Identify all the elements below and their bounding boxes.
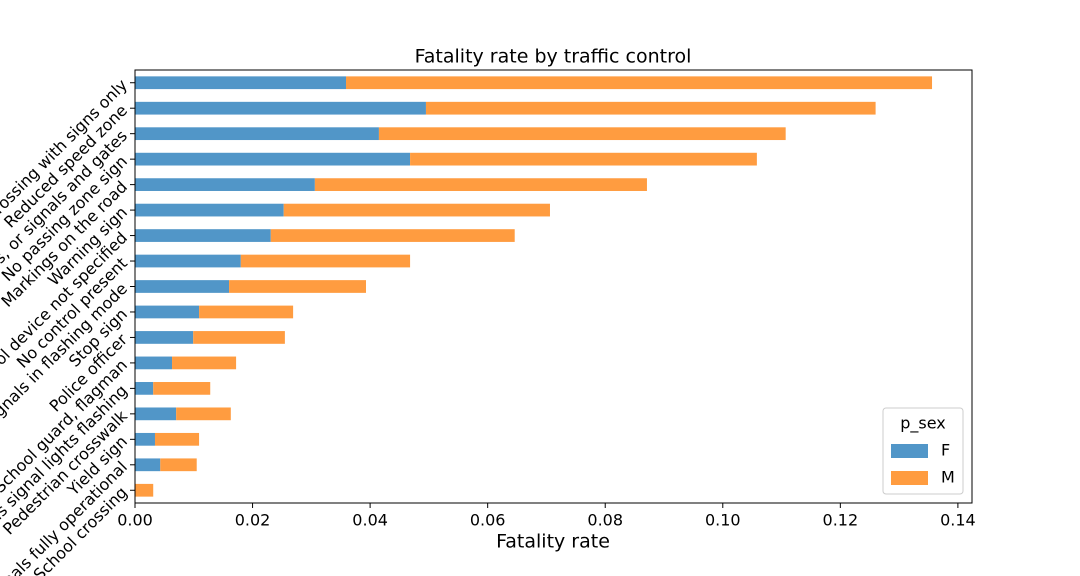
bar-segment [135, 101, 426, 115]
bar-segment [135, 280, 230, 293]
bar-segment [199, 305, 294, 319]
x-tick-label: 0.12 [823, 511, 859, 530]
plot-frame [134, 69, 973, 504]
bar-segment [135, 407, 177, 421]
bar-segment [135, 127, 379, 141]
bar-segment [172, 356, 237, 370]
bar-segment [135, 178, 315, 191]
x-tick-label: 0.02 [235, 511, 271, 530]
bar-segment [410, 152, 757, 166]
bar-segment [425, 101, 876, 115]
bar-segment [135, 254, 241, 268]
bar-segment [135, 229, 271, 242]
x-tick-label: 0.04 [352, 511, 388, 530]
x-tick-label: 0.06 [470, 511, 506, 530]
bar-segment [160, 458, 197, 472]
bar-segment [135, 305, 200, 319]
legend-title: p_sex [900, 414, 946, 434]
bar-segment [135, 76, 347, 90]
bar-segment [135, 203, 284, 217]
x-tick-label: 0.00 [117, 511, 153, 530]
bar-segment [193, 331, 285, 344]
bar-segment [135, 382, 154, 395]
bar-segment [270, 229, 515, 242]
bar-segment [135, 458, 161, 472]
x-tick-label: 0.10 [705, 511, 741, 530]
bar-segment [135, 152, 411, 166]
bar-segment [135, 356, 173, 370]
bar-segment [378, 127, 786, 141]
legend-swatch [891, 444, 928, 458]
bar-segment [314, 178, 647, 191]
x-axis-label: Fatality rate [496, 531, 610, 553]
legend-label: M [941, 468, 955, 487]
bar-segment [176, 407, 231, 421]
bar-segment [240, 254, 411, 268]
bar-segment [346, 76, 933, 90]
x-tick-label: 0.08 [587, 511, 623, 530]
bar-segment [229, 280, 366, 293]
chart-title: Fatality rate by traffic control [415, 46, 692, 68]
x-tick-label: 0.14 [940, 511, 976, 530]
bar-segment [135, 483, 154, 497]
bar-segment [135, 432, 155, 446]
bar-segment [153, 382, 211, 395]
legend-swatch [891, 471, 928, 485]
bar-segment [135, 331, 194, 344]
bar-segment [154, 432, 200, 446]
bar-segment [283, 203, 550, 217]
legend-label: F [941, 441, 950, 460]
